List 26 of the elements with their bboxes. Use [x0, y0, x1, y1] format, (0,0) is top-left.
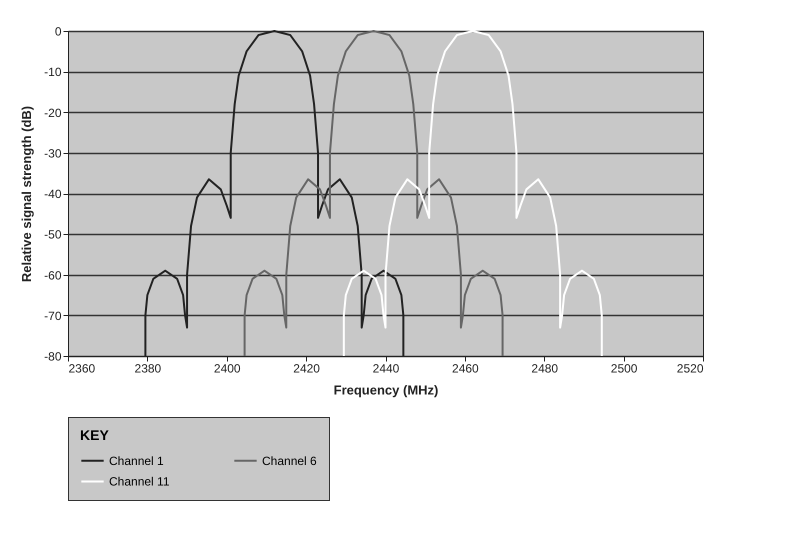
y-tick-label: -30 — [44, 146, 62, 160]
x-tick-label: 2520 — [676, 362, 704, 376]
y-tick-label: 0 — [54, 24, 62, 38]
x-tick-label: 2400 — [214, 362, 241, 376]
x-tick-label: 2500 — [610, 362, 638, 376]
x-tick-label: 2360 — [68, 362, 96, 376]
y-tick-label: -70 — [44, 308, 62, 323]
x-tick-label: 2460 — [452, 362, 480, 376]
x-tick-label: 2420 — [293, 362, 320, 376]
x-tick-label: 2480 — [531, 362, 558, 376]
legend-label: Channel 1 — [109, 454, 164, 468]
x-axis-title: Frequency (MHz) — [334, 382, 438, 398]
legend-label: Channel 11 — [109, 474, 170, 488]
y-tick-label: -20 — [44, 106, 62, 120]
y-tick-label: -50 — [44, 228, 62, 242]
y-tick-label: -10 — [44, 65, 62, 80]
x-tick-label: 2440 — [372, 362, 400, 376]
legend-label: Channel 6 — [262, 454, 318, 468]
x-tick-label: 2380 — [134, 362, 162, 376]
legend-title: KEY — [80, 427, 110, 443]
y-tick-label: -80 — [44, 350, 62, 364]
line-series — [342, 30, 603, 357]
line-series — [244, 30, 504, 357]
y-tick-label: -60 — [44, 268, 62, 282]
y-tick-label: -40 — [44, 187, 62, 201]
y-axis-title: Relative signal strength (dB) — [19, 106, 34, 282]
